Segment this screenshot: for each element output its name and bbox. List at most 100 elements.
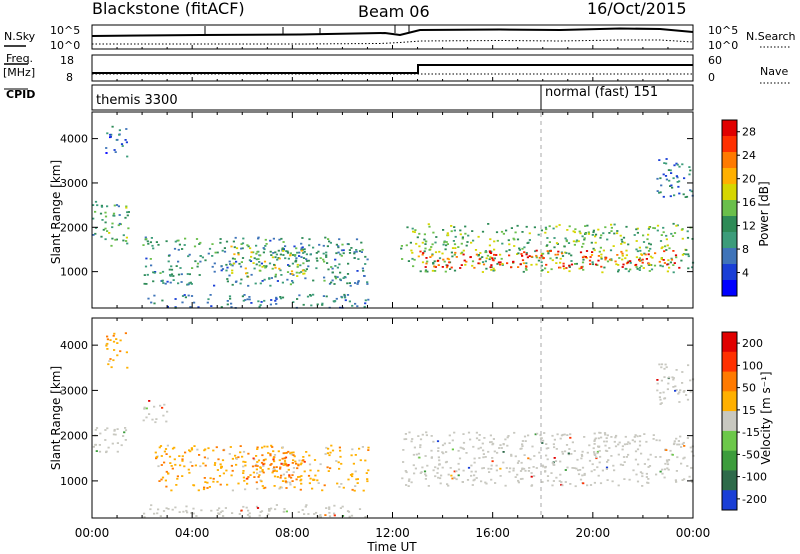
velocity-echo-cell [231,457,234,460]
power-echo-cell [305,268,308,271]
power-echo-cell [528,239,531,241]
velocity-echo-cell [340,483,343,485]
power-echo-cell [672,264,675,266]
power-echo-cell [338,263,341,266]
power-echo-cell [491,257,494,260]
power-echo-cell [207,298,210,301]
power-echo-cell [528,232,531,235]
power-echo-cell [351,304,354,307]
velocity-echo-cell [261,469,264,471]
velocity-echo-cell [326,452,329,455]
velocity-echo-cell [540,437,543,439]
power-echo-cell [614,260,617,263]
power-echo-cell [648,270,651,272]
power-echo-cell [676,163,679,166]
velocity-panel-frame [91,317,694,519]
power-echo-cell [452,240,455,242]
velocity-echo-cell [453,477,456,479]
velocity-echo-cell [663,468,667,471]
power-echo-cell [517,266,520,268]
velocity-echo-cell [679,435,682,438]
power-echo-cell [318,243,321,246]
power-colorbar-label: Power [dB] [757,181,771,246]
velocity-echo-cell [517,479,520,482]
velocity-y-axis-label: Slant Range [km] [49,366,63,470]
power-echo-cell [233,258,236,260]
power-echo-cell [294,260,297,263]
velocity-echo-cell [263,445,266,448]
power-echo-cell [496,239,499,242]
velocity-echo-cell [646,481,649,484]
power-echo-cell [600,257,603,260]
power-echo-cell [489,238,492,241]
power-echo-cell [676,181,679,183]
power-echo-cell [635,248,638,251]
freq-label: Freq. [6,52,33,65]
power-echo-cell [342,249,345,252]
velocity-echo-cell [112,433,115,436]
velocity-echo-cell [660,402,663,404]
power-echo-cell [563,267,566,270]
velocity-echo-cell [219,483,222,486]
velocity-echo-cell [328,506,331,509]
power-echo-cell [609,249,613,252]
power-echo-cell [481,271,484,273]
power-echo-cell [444,270,447,273]
power-echo-cell [610,258,613,261]
power-echo-cell [162,282,165,284]
power-echo-cell [147,297,150,300]
power-echo-cell [220,269,223,272]
power-echo-cell [164,282,167,285]
power-echo-cell [255,258,258,261]
power-echo-cell [677,185,680,188]
velocity-echo-cell [242,465,245,468]
power-echo-cell [493,248,496,251]
velocity-echo-cell [524,469,527,472]
power-echo-cell [490,264,493,266]
power-echo-cell [211,265,214,268]
power-echo-cell [642,234,645,237]
power-echo-cell [348,249,351,251]
power-echo-cell [501,264,504,266]
x-axis-ticks: 00:00 04:00 08:00 12:00 16:00 20:00 00:00 [75,45,710,540]
power-echo-cell [546,250,549,252]
velocity-echo-cell [508,470,511,473]
power-echo-cell [125,240,128,242]
power-echo-cell [301,237,304,239]
power-echo-cell [170,268,174,271]
power-echo-cell [287,264,290,266]
velocity-echo-cell [554,460,558,462]
velocity-echo-cell [401,477,404,480]
power-echo-cell [586,224,589,227]
velocity-echo-cell [499,467,502,470]
power-echo-cell [516,224,519,227]
power-echo-cell [646,238,649,241]
power-echo-cell [239,265,243,268]
power-echo-cell [525,225,528,228]
velocity-echo-cell [677,392,680,395]
velocity-echo-cell [558,480,561,482]
power-echo-cell [216,251,219,254]
power-echo-cell [604,258,607,261]
velocity-echo-cell [579,478,583,481]
velocity-echo-cell [182,510,185,513]
freq-unit-label: [MHz] [3,66,35,79]
power-echo-cell [675,162,678,165]
power-echo-cell [355,249,358,251]
power-echo-cell [92,217,95,220]
velocity-echo-cell [108,360,111,362]
power-echo-cell [277,249,280,252]
power-echo-cell [122,234,125,237]
velocity-echo-cell [255,463,258,466]
power-echo-cell [422,252,425,254]
velocity-echo-cell [260,461,264,464]
power-echo-cell [258,264,261,267]
velocity-echo-cell [307,513,310,515]
power-echo-cell [150,237,153,239]
power-colorbar-tick-label: 4 [742,267,749,280]
velocity-echo-cell [267,513,270,516]
power-echo-cell [272,237,275,240]
power-echo-cell [348,282,351,284]
power-echo-cell [668,266,671,269]
power-echo-cell [334,277,338,280]
